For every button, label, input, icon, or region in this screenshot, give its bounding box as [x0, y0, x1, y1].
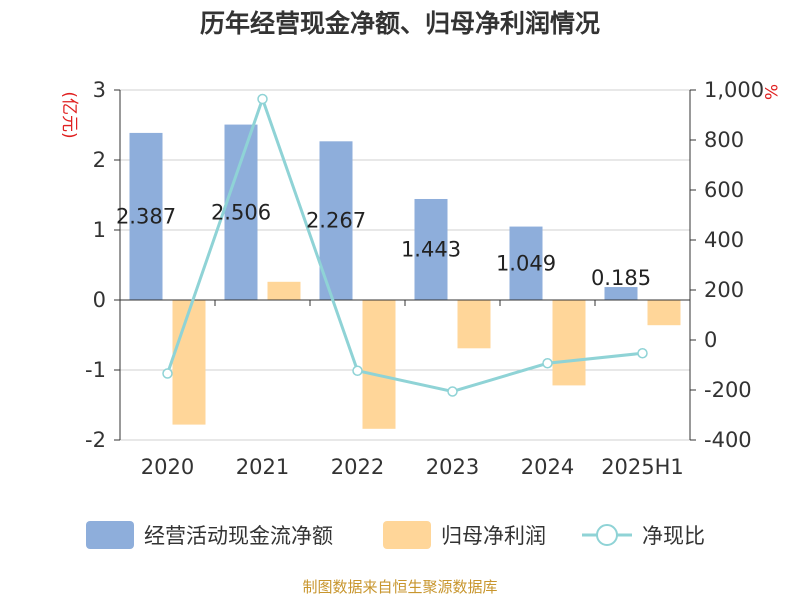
data-label: 0.185 [591, 266, 651, 290]
bar-net-profit [647, 300, 681, 326]
bar-operating-cashflow [224, 124, 258, 300]
bar-operating-cashflow [414, 198, 448, 300]
right-tick-label: 600 [704, 178, 744, 202]
legend-label-ratio: 净现比 [642, 524, 705, 548]
bar-net-profit [172, 300, 206, 425]
bar-net-profit [457, 300, 491, 349]
right-tick-label: 400 [704, 228, 744, 252]
data-label: 2.506 [211, 200, 271, 224]
left-tick-label: -2 [85, 428, 106, 452]
data-labels: 2.387 2.506 2.267 1.443 1.049 0.185 [116, 200, 651, 290]
right-tick-label: 0 [704, 328, 717, 352]
x-tick-label: 2021 [236, 455, 289, 479]
legend-swatch-ratio-marker [596, 524, 618, 546]
ratio-point [447, 386, 458, 397]
x-tick-label: 2020 [141, 455, 194, 479]
right-tick-label: -200 [704, 378, 752, 402]
ratio-point [542, 358, 553, 369]
right-tick-label: 800 [704, 128, 744, 152]
legend-swatch-operating-cashflow [86, 521, 134, 549]
legend-label-operating-cashflow: 经营活动现金流净额 [144, 524, 333, 548]
bar-operating-cashflow [509, 226, 543, 300]
data-label: 2.387 [116, 204, 176, 228]
x-tick-label: 2023 [426, 455, 479, 479]
x-tick-label: 2025H1 [601, 455, 684, 479]
left-axis-unit: (亿元) [59, 91, 79, 138]
ratio-line [162, 93, 648, 397]
left-tick-label: -1 [85, 358, 106, 382]
bar-operating-cashflow [604, 287, 638, 300]
right-tick-label: 200 [704, 278, 744, 302]
ratio-point [352, 365, 363, 376]
right-tick-label: 1,000 [704, 78, 764, 102]
source-note: 制图数据来自恒生聚源数据库 [302, 578, 497, 596]
gridlines [120, 89, 690, 441]
data-label: 1.443 [401, 237, 461, 261]
bar-net-profit [362, 300, 396, 429]
legend-swatch-net-profit [383, 521, 431, 549]
data-label: 1.049 [496, 251, 556, 275]
bars [129, 124, 681, 429]
x-tick-label: 2024 [521, 455, 574, 479]
x-tick-label: 2022 [331, 455, 384, 479]
ratio-line-path [166, 94, 643, 394]
ratio-point [637, 348, 648, 359]
legend-label-net-profit: 归母净利润 [441, 524, 546, 548]
data-label: 2.267 [306, 209, 366, 233]
bar-operating-cashflow [129, 132, 163, 300]
legend: 经营活动现金流净额 归母净利润 净现比 [86, 521, 705, 549]
left-tick-label: 3 [93, 78, 106, 102]
chart-title: 历年经营现金净额、归母净利润情况 [200, 9, 600, 38]
right-axis-unit: % [760, 84, 780, 100]
left-tick-label: 1 [93, 218, 106, 242]
axes [114, 89, 696, 441]
right-tick-label: -400 [704, 428, 752, 452]
bar-net-profit [267, 281, 301, 300]
left-tick-label: 2 [93, 148, 106, 172]
tick-labels: 3 2 1 0 -1 -2 1,000 800 600 400 200 0 -200 -400 2020 20… [85, 78, 764, 479]
bar-net-profit [552, 300, 586, 386]
ratio-point [257, 93, 268, 105]
ratio-point [162, 368, 173, 379]
left-tick-label: 0 [93, 288, 106, 312]
